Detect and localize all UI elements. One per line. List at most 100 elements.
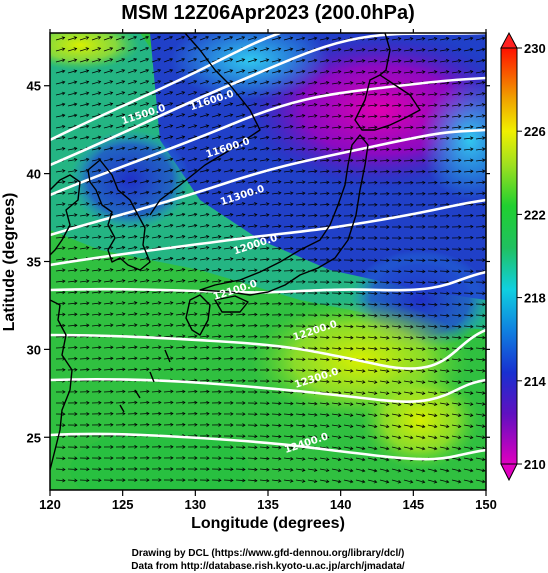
wind-arrow-head [61, 58, 66, 63]
wind-arrow-head [326, 180, 330, 185]
wind-arrow-shaft [247, 457, 258, 459]
wind-arrow-shaft [415, 115, 425, 118]
wind-arrow-head [421, 70, 426, 74]
wind-arrow-shaft [463, 413, 473, 416]
wind-arrow-head [362, 324, 366, 329]
colorbar-min-triangle [500, 463, 518, 482]
wind-arrow-shaft [391, 292, 401, 295]
wind-arrow-head [266, 357, 270, 361]
wind-arrow-shaft [211, 80, 221, 85]
wind-arrow-head [445, 424, 450, 429]
wind-arrow-head [181, 168, 186, 173]
wind-arrow-head [122, 411, 126, 416]
wind-arrow-shaft [127, 224, 137, 228]
wind-arrow-head [434, 147, 438, 152]
wind-arrow-head [410, 258, 414, 263]
wind-arrow-head [361, 468, 366, 473]
wind-arrow-head [458, 136, 462, 141]
wind-arrow-shaft [475, 192, 485, 195]
wind-arrow-head [253, 213, 258, 217]
wind-arrow-head [362, 302, 366, 307]
wind-arrow-shaft [427, 369, 437, 372]
wind-arrow-head [410, 336, 414, 340]
wind-arrow-shaft [163, 91, 173, 96]
wind-arrow-head [181, 201, 186, 206]
wind-arrow-head [446, 125, 450, 130]
wind-arrow-shaft [223, 302, 233, 305]
wind-arrow-shaft [427, 314, 437, 317]
wind-arrow-shaft [55, 114, 65, 118]
wind-arrow-head [469, 479, 474, 484]
wind-arrow-head [290, 490, 293, 493]
wind-arrow-head [374, 147, 378, 152]
wind-arrow-head [158, 345, 162, 350]
wind-arrow-head [253, 157, 258, 162]
wind-arrow-head [110, 411, 114, 416]
chart-title: MSM 12Z06Apr2023 (200.0hPa) [121, 2, 414, 24]
wind-arrow-shaft [367, 347, 377, 350]
wind-arrow-head [217, 246, 222, 250]
wind-arrow-head [302, 423, 306, 428]
wind-arrow-shaft [463, 37, 473, 41]
wind-arrow-shaft [163, 313, 173, 316]
wind-arrow-shaft [415, 413, 425, 417]
wind-arrow-head [421, 446, 426, 451]
wind-arrow-shaft [79, 92, 89, 96]
wind-arrow-head [85, 213, 90, 217]
wind-arrow-shaft [79, 203, 89, 206]
wind-arrow-head [86, 290, 90, 295]
wind-arrow-head [181, 91, 186, 95]
wind-arrow-head [134, 323, 138, 327]
wind-arrow-head [302, 457, 306, 461]
wind-arrow-head [242, 390, 246, 394]
wind-arrow-head [158, 356, 162, 361]
wind-arrow-shaft [199, 269, 209, 272]
wind-arrow-head [194, 456, 198, 460]
wind-arrow-head [458, 125, 462, 130]
wind-arrow-head [385, 48, 390, 52]
wind-arrow-head [373, 402, 378, 406]
wind-arrow-head [110, 467, 114, 471]
wind-arrow-shaft [115, 313, 125, 316]
wind-arrow-shaft [439, 468, 449, 472]
coastlines [50, 33, 421, 471]
wind-arrow-shaft [331, 369, 341, 372]
wind-arrow-head [385, 380, 390, 384]
wind-arrow-head [181, 69, 186, 73]
wind-arrow-shaft [163, 346, 173, 349]
wind-arrow-shaft [103, 147, 113, 151]
wind-arrow-head [193, 157, 198, 162]
wind-arrow-shaft [331, 314, 342, 316]
wind-arrow-head [62, 367, 66, 372]
wind-arrow-head [482, 346, 486, 351]
wind-arrow-shaft [331, 37, 341, 41]
wind-arrow-head [218, 445, 222, 449]
wind-arrow-shaft [391, 380, 401, 383]
wind-arrow-shaft [475, 93, 485, 96]
wind-arrow-head [385, 369, 390, 373]
wind-arrow-head [121, 69, 126, 73]
wind-arrow-shaft [68, 491, 77, 492]
wind-arrow-shaft [427, 49, 437, 52]
colorbar-tick-label: 230 [524, 41, 546, 56]
wind-arrow-shaft [175, 368, 185, 371]
wind-arrow-head [145, 279, 150, 283]
wind-arrow-shaft [103, 114, 113, 118]
wind-arrow-shaft [67, 479, 78, 481]
wind-arrow-shaft [439, 170, 450, 173]
wind-arrow-head [386, 169, 390, 174]
wind-arrow-shaft [271, 424, 282, 427]
wind-arrow-head [458, 369, 462, 373]
wind-arrow-shaft [259, 48, 269, 52]
wind-arrow-shaft [307, 369, 317, 372]
wind-arrow-head [182, 411, 186, 416]
wind-arrow-head [230, 445, 234, 449]
wind-arrow-shaft [319, 148, 329, 151]
contour-line [50, 377, 486, 403]
wind-arrow-shaft [103, 103, 113, 107]
wind-arrow-shaft [367, 292, 378, 295]
wind-arrow-shaft [415, 270, 426, 272]
wind-arrow-head [254, 478, 258, 483]
wind-arrow-shaft [127, 80, 137, 85]
wind-arrow-shaft [151, 58, 161, 63]
